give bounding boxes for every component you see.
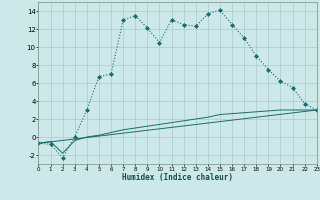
X-axis label: Humidex (Indice chaleur): Humidex (Indice chaleur) xyxy=(122,173,233,182)
